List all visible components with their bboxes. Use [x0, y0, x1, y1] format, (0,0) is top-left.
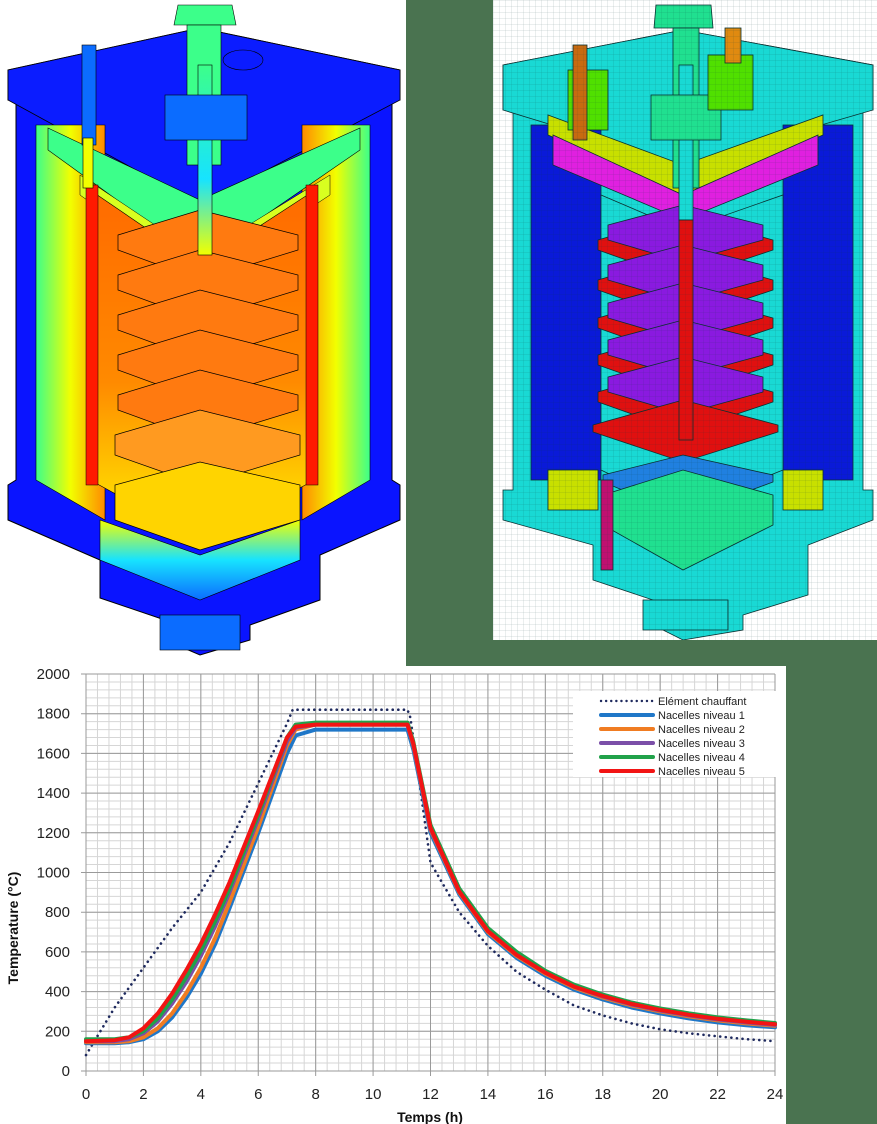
- x-tick-label: 20: [652, 1086, 669, 1103]
- series-line: [84, 708, 777, 1057]
- x-tick-label: 24: [767, 1086, 784, 1103]
- x-tick-label: 18: [594, 1086, 611, 1103]
- chart-canvas: 0 200 400 600 800 1000 1200 1400 1600 1800 2000 0 2…: [5, 666, 784, 1124]
- x-tick-label: 22: [709, 1086, 726, 1103]
- chart-legend: Elément chauffant Nacelles niveau 1 Nacell…: [573, 691, 776, 778]
- x-tick-label: 16: [537, 1086, 554, 1103]
- x-tick-label: 0: [82, 1086, 90, 1103]
- series-line: [84, 722, 777, 1044]
- y-tick-label: 600: [45, 944, 70, 961]
- x-tick-label: 10: [365, 1086, 382, 1103]
- x-tick-label: 12: [422, 1086, 439, 1103]
- y-tick-label: 1200: [37, 825, 70, 842]
- y-tick-label: 1000: [37, 865, 70, 882]
- y-tick-label: 200: [45, 1023, 70, 1040]
- thermal-render-panel: [0, 0, 406, 666]
- legend-label: Nacelles niveau 3: [658, 738, 745, 750]
- series-lines: [84, 708, 777, 1057]
- y-tick-label: 1400: [37, 785, 70, 802]
- thermal-furnace-image: [7, 4, 401, 656]
- y-tick-label: 400: [45, 984, 70, 1001]
- y-axis-title: Temperature (°C): [5, 872, 21, 985]
- y-tick-label: 800: [45, 904, 70, 921]
- x-tick-label: 4: [197, 1086, 205, 1103]
- legend-label: Elément chauffant: [658, 696, 746, 708]
- y-tick-label: 2000: [37, 666, 70, 683]
- x-tick-label: 6: [254, 1086, 262, 1103]
- x-tick-label: 8: [311, 1086, 319, 1103]
- legend-label: Nacelles niveau 1: [658, 710, 745, 722]
- y-axis-ticks: 0 200 400 600 800 1000 1200 1400 1600 1800 2000: [37, 666, 70, 1080]
- legend-label: Nacelles niveau 5: [658, 766, 745, 778]
- temperature-chart: 0 200 400 600 800 1000 1200 1400 1600 1800 2000 0 2…: [0, 666, 786, 1124]
- mesh-render-panel: [493, 0, 877, 640]
- x-tick-label: 2: [139, 1086, 147, 1103]
- y-tick-label: 0: [62, 1063, 70, 1080]
- legend-label: Nacelles niveau 2: [658, 724, 745, 736]
- y-tick-label: 1600: [37, 745, 70, 762]
- y-tick-label: 1800: [37, 706, 70, 723]
- x-tick-label: 14: [480, 1086, 497, 1103]
- x-axis-title: Temps (h): [397, 1109, 463, 1124]
- mesh-furnace-image: [493, 0, 877, 640]
- x-axis-ticks: 0 2 4 6 8 10 12 14 16 18 20 22 24: [82, 1086, 784, 1103]
- legend-label: Nacelles niveau 4: [658, 752, 745, 764]
